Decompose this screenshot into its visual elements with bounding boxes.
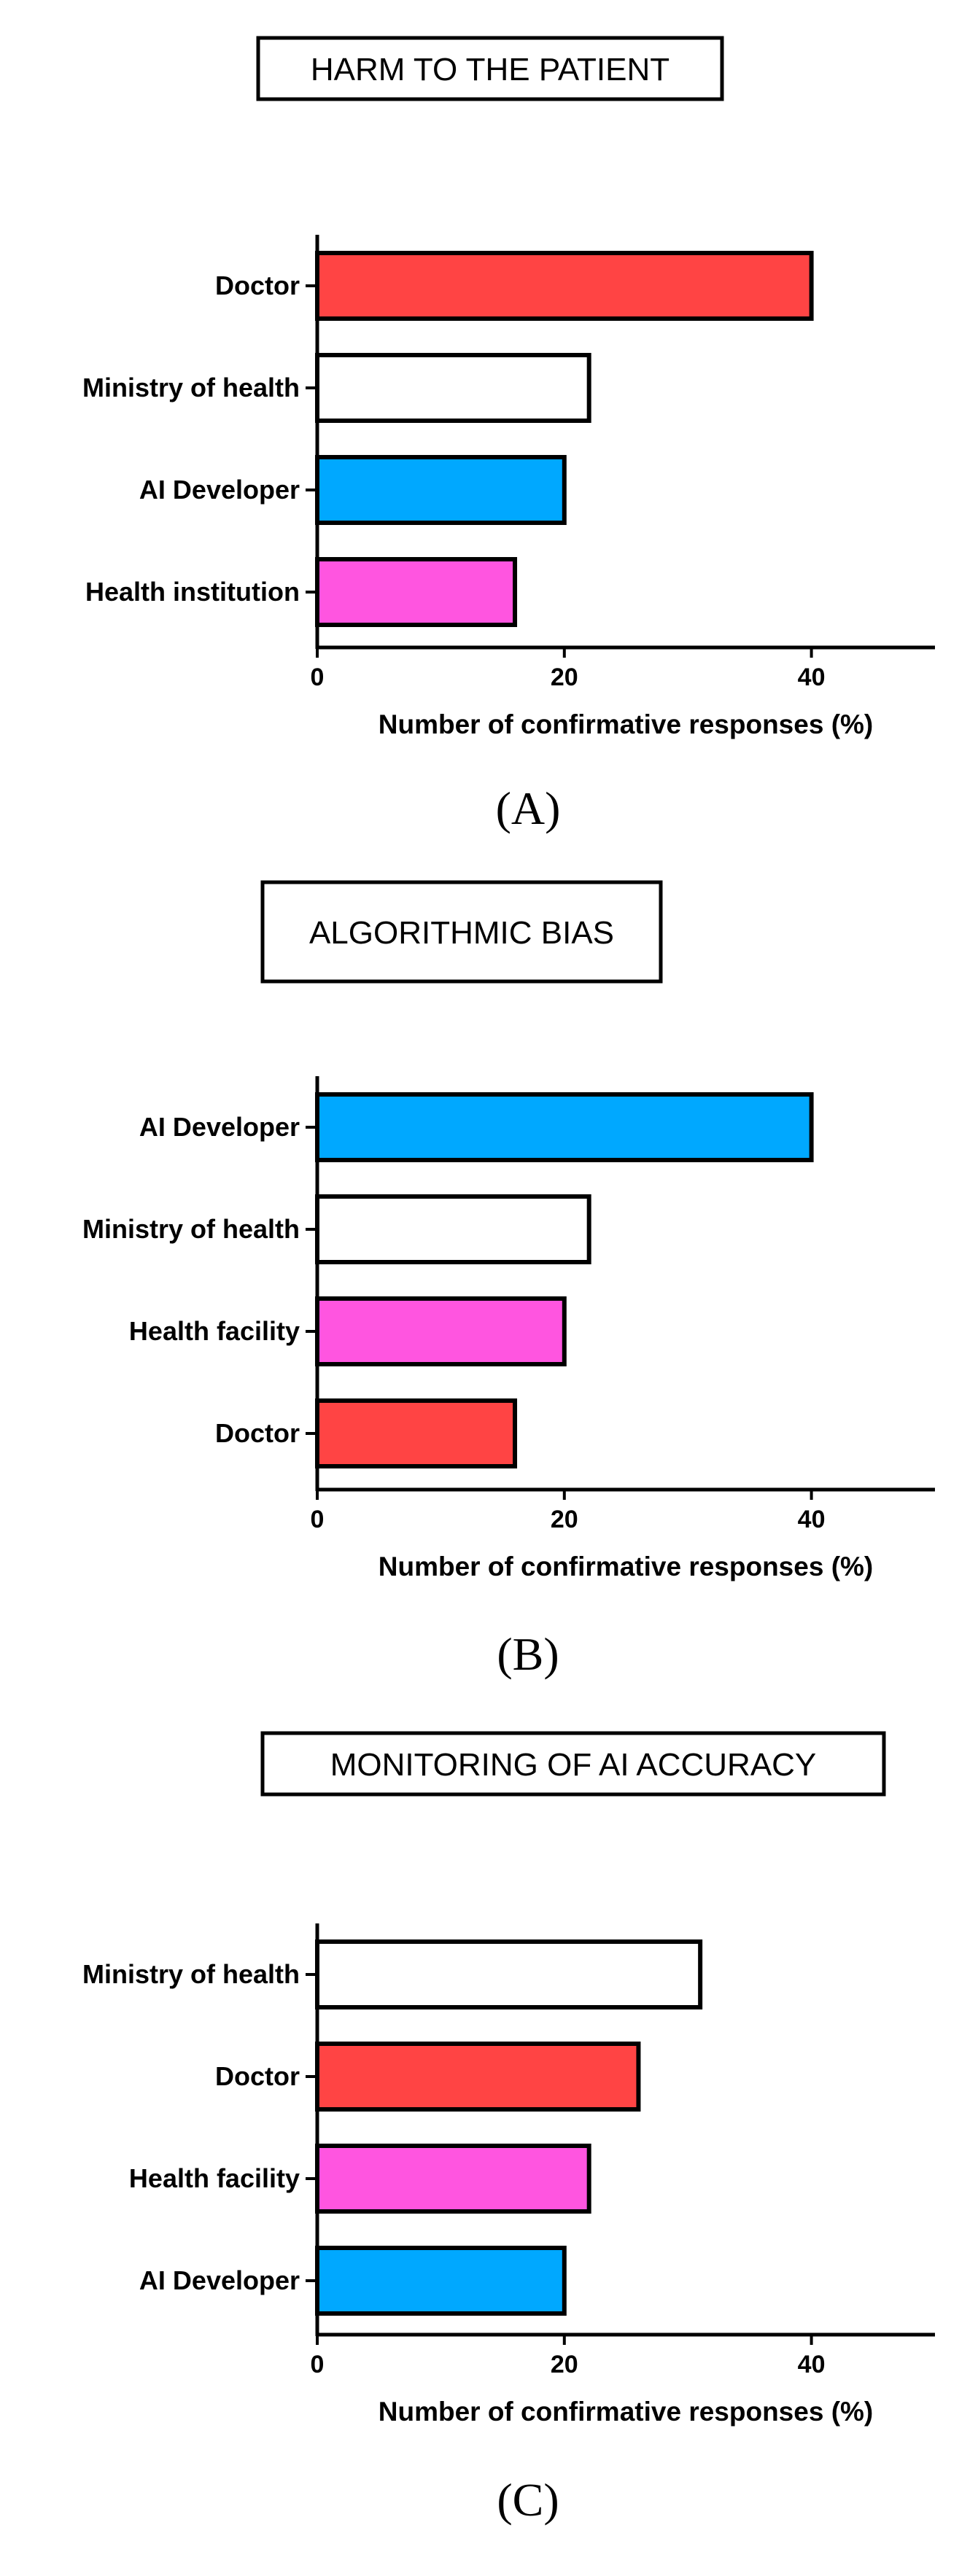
- chart-1: HARM TO THE PATIENT Doctor Ministry of hea…: [82, 36, 935, 834]
- panel-label: (A): [496, 782, 561, 834]
- category-label: AI Developer: [139, 475, 300, 505]
- bar-ministry-of-health: [315, 1939, 703, 2009]
- bar-health-facility: [315, 2144, 591, 2214]
- chart-title-box: [260, 1731, 886, 1797]
- x-tick-label: 20: [551, 664, 578, 691]
- bar-ai-developer: [315, 455, 567, 525]
- chart-title: MONITORING OF AI ACCURACY: [330, 1747, 817, 1783]
- category-label: Ministry of health: [82, 1214, 300, 1244]
- x-tick-label: 0: [311, 664, 325, 691]
- x-axis-label: Number of confirmative responses (%): [379, 2397, 873, 2427]
- x-tick-label: 40: [798, 1506, 826, 1533]
- chart-title: HARM TO THE PATIENT: [311, 52, 670, 87]
- chart-2: ALGORITHMIC BIAS AI Developer Ministry of …: [82, 880, 935, 1680]
- x-tick-label: 0: [311, 2351, 325, 2378]
- panel-label: (C): [497, 2474, 559, 2526]
- chart-3: MONITORING OF AI ACCURACY Ministry of hea…: [82, 1731, 935, 2526]
- bar-doctor: [315, 2042, 641, 2112]
- bar-ai-developer: [315, 2246, 567, 2316]
- bar-doctor: [315, 251, 814, 321]
- category-label: Ministry of health: [82, 373, 300, 402]
- category-label: Health facility: [129, 2163, 300, 2193]
- x-axis-label: Number of confirmative responses (%): [379, 1552, 873, 1581]
- bar-health-facility: [315, 1296, 567, 1366]
- x-tick-label: 40: [798, 2351, 826, 2378]
- bar-health-institution: [315, 557, 518, 627]
- x-tick-label: 40: [798, 664, 826, 691]
- chart-title: ALGORITHMIC BIAS: [309, 915, 614, 951]
- x-tick-label: 20: [551, 1506, 578, 1533]
- category-label: Ministry of health: [82, 1959, 300, 1989]
- bar-ministry-of-health: [315, 353, 591, 423]
- x-tick-label: 0: [311, 1506, 325, 1533]
- x-axis-label: Number of confirmative responses (%): [379, 709, 873, 739]
- bar-ministry-of-health: [315, 1194, 591, 1264]
- category-label: Doctor: [215, 271, 300, 300]
- panel-label: (B): [497, 1628, 559, 1680]
- bar-ai-developer: [315, 1092, 814, 1162]
- category-label: AI Developer: [139, 1112, 300, 1142]
- category-label: Doctor: [215, 2061, 300, 2091]
- chart-title-box: [260, 880, 663, 984]
- category-label: Health facility: [129, 1316, 300, 1346]
- category-label: Health institution: [85, 577, 300, 607]
- bar-doctor: [315, 1398, 518, 1468]
- category-label: Doctor: [215, 1418, 300, 1448]
- x-tick-label: 20: [551, 2351, 578, 2378]
- category-label: AI Developer: [139, 2265, 300, 2295]
- chart-title-box: [256, 36, 724, 101]
